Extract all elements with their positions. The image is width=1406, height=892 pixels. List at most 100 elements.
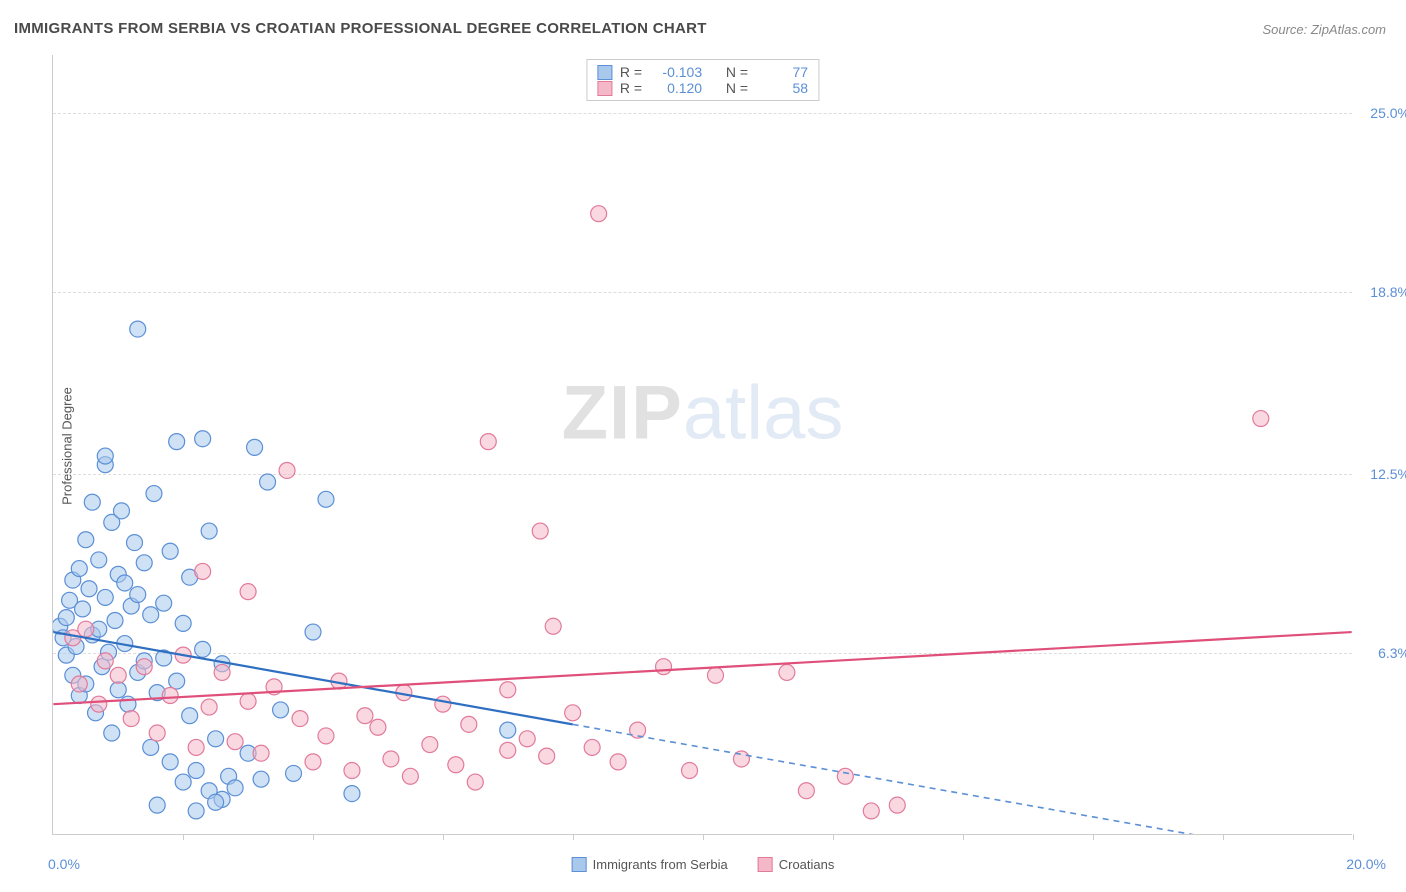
- scatter-point: [240, 693, 256, 709]
- scatter-point: [208, 794, 224, 810]
- scatter-point: [146, 486, 162, 502]
- chart-svg: [53, 55, 1352, 834]
- scatter-point: [75, 601, 91, 617]
- scatter-point: [1253, 411, 1269, 427]
- y-tick-label: 6.3%: [1360, 645, 1406, 661]
- scatter-point: [104, 725, 120, 741]
- stat-n-label: N =: [726, 80, 748, 96]
- scatter-point: [169, 673, 185, 689]
- scatter-point: [889, 797, 905, 813]
- scatter-point: [84, 494, 100, 510]
- scatter-point: [344, 763, 360, 779]
- stat-n-value-b: 58: [756, 80, 808, 96]
- scatter-point: [195, 563, 211, 579]
- x-axis-origin-label: 0.0%: [48, 856, 80, 872]
- scatter-point: [97, 589, 113, 605]
- scatter-point: [798, 783, 814, 799]
- scatter-point: [591, 206, 607, 222]
- x-tick: [313, 834, 314, 840]
- scatter-point: [837, 768, 853, 784]
- scatter-point: [370, 719, 386, 735]
- scatter-point: [201, 699, 217, 715]
- scatter-point: [188, 803, 204, 819]
- scatter-point: [195, 431, 211, 447]
- stat-r-label: R =: [620, 64, 642, 80]
- scatter-point: [532, 523, 548, 539]
- scatter-point: [149, 725, 165, 741]
- scatter-point: [114, 503, 130, 519]
- scatter-point: [81, 581, 97, 597]
- scatter-point: [260, 474, 276, 490]
- scatter-point: [188, 763, 204, 779]
- scatter-point: [539, 748, 555, 764]
- scatter-point: [500, 742, 516, 758]
- stat-r-value-b: 0.120: [650, 80, 702, 96]
- stat-n-value-a: 77: [756, 64, 808, 80]
- y-tick-label: 12.5%: [1360, 466, 1406, 482]
- scatter-point: [318, 728, 334, 744]
- chart-title: IMMIGRANTS FROM SERBIA VS CROATIAN PROFE…: [14, 20, 707, 37]
- scatter-point: [208, 731, 224, 747]
- scatter-point: [107, 613, 123, 629]
- scatter-point: [110, 667, 126, 683]
- correlation-stats-box: R = -0.103 N = 77 R = 0.120 N = 58: [586, 59, 819, 101]
- plot-area: ZIPatlas R = -0.103 N = 77 R = 0.120 N =…: [52, 55, 1352, 835]
- x-tick: [573, 834, 574, 840]
- scatter-point: [448, 757, 464, 773]
- scatter-point: [195, 641, 211, 657]
- stat-r-label: R =: [620, 80, 642, 96]
- scatter-point: [149, 797, 165, 813]
- legend-label-b: Croatians: [779, 857, 835, 872]
- scatter-point: [318, 491, 334, 507]
- x-tick: [703, 834, 704, 840]
- scatter-point: [175, 615, 191, 631]
- scatter-point: [143, 607, 159, 623]
- scatter-point: [227, 734, 243, 750]
- scatter-point: [286, 765, 302, 781]
- x-axis-end-label: 20.0%: [1346, 856, 1386, 872]
- scatter-point: [656, 659, 672, 675]
- y-tick-label: 25.0%: [1360, 105, 1406, 121]
- stat-r-value-a: -0.103: [650, 64, 702, 80]
- scatter-point: [707, 667, 723, 683]
- scatter-point: [136, 659, 152, 675]
- scatter-point: [110, 682, 126, 698]
- scatter-point: [565, 705, 581, 721]
- scatter-point: [78, 621, 94, 637]
- scatter-point: [214, 664, 230, 680]
- scatter-point: [58, 610, 74, 626]
- scatter-point: [117, 575, 133, 591]
- scatter-point: [130, 587, 146, 603]
- x-tick: [183, 834, 184, 840]
- scatter-point: [461, 716, 477, 732]
- scatter-point: [78, 532, 94, 548]
- source-attribution: Source: ZipAtlas.com: [1262, 22, 1386, 37]
- scatter-point: [91, 696, 107, 712]
- swatch-series-a: [597, 65, 612, 80]
- scatter-point: [435, 696, 451, 712]
- scatter-point: [227, 780, 243, 796]
- scatter-point: [126, 535, 142, 551]
- scatter-point: [682, 763, 698, 779]
- scatter-point: [253, 771, 269, 787]
- scatter-point: [519, 731, 535, 747]
- scatter-point: [71, 561, 87, 577]
- scatter-point: [175, 774, 191, 790]
- scatter-point: [305, 624, 321, 640]
- scatter-point: [545, 618, 561, 634]
- scatter-point: [383, 751, 399, 767]
- y-tick-label: 18.8%: [1360, 284, 1406, 300]
- scatter-point: [97, 653, 113, 669]
- legend-item-series-b: Croatians: [758, 857, 835, 872]
- scatter-point: [169, 434, 185, 450]
- scatter-point: [305, 754, 321, 770]
- stat-row-series-a: R = -0.103 N = 77: [597, 64, 808, 80]
- scatter-point: [344, 786, 360, 802]
- scatter-point: [120, 696, 136, 712]
- scatter-point: [422, 737, 438, 753]
- scatter-point: [130, 321, 146, 337]
- x-tick: [833, 834, 834, 840]
- bottom-legend: Immigrants from Serbia Croatians: [572, 857, 835, 872]
- scatter-point: [188, 739, 204, 755]
- x-tick: [1223, 834, 1224, 840]
